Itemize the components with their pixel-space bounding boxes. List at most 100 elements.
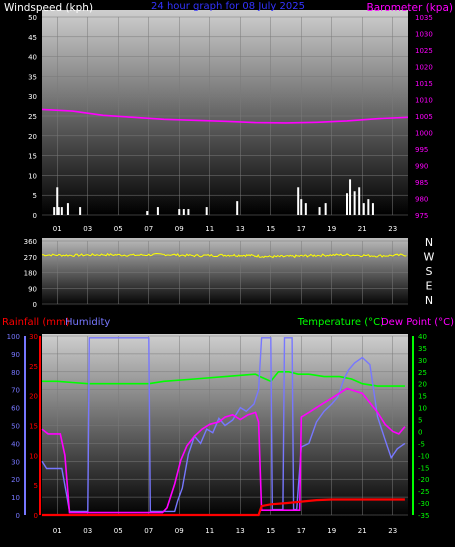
- temperature-tick-label: 5: [418, 417, 422, 425]
- direction-tick-label: 180: [24, 270, 37, 278]
- barometer-tick-label: 1015: [415, 80, 433, 88]
- hour-tick-label: 23: [388, 225, 397, 233]
- humidity-tick-label: 80: [11, 369, 20, 377]
- windspeed-tick-label: 30: [28, 93, 37, 101]
- barometer-tick-label: 1035: [415, 14, 433, 22]
- temperature-tick-label: -10: [418, 452, 429, 460]
- rainfall-tick-label: 0: [34, 512, 38, 520]
- hour-tick-label: 21: [358, 225, 367, 233]
- chart-title: 24 hour graph for 08 July 2025: [151, 1, 305, 12]
- dewpoint-axis-title: Dew Point (°C): [381, 317, 454, 328]
- humidity-tick-label: 20: [11, 476, 20, 484]
- rainfall-tick-label: 25: [29, 363, 38, 371]
- hour-tick-label: 03: [83, 527, 92, 535]
- windspeed-tick-label: 35: [28, 73, 37, 81]
- temperature-tick-label: 0: [418, 428, 422, 436]
- windspeed-axis-title: Windspeed (kph): [4, 2, 93, 14]
- grid: [24, 335, 414, 516]
- rainfall-tick-label: 15: [29, 423, 38, 431]
- humidity-tick-label: 50: [11, 423, 20, 431]
- rainfall-tick-labels: 0 5 10 15 20 25 30: [29, 333, 38, 520]
- direction-tick-label: 270: [24, 254, 37, 262]
- windspeed-bar: [362, 203, 365, 215]
- hour-tick-label: 15: [266, 225, 275, 233]
- rainfall-tick-label: 10: [29, 452, 38, 460]
- barometer-tick-label: 1005: [415, 113, 433, 121]
- rainfall-tick-label: 20: [29, 393, 38, 401]
- windspeed-bar: [300, 199, 303, 215]
- windspeed-bar: [358, 187, 361, 215]
- hour-tick-label: 13: [236, 225, 245, 233]
- windspeed-bar: [57, 207, 60, 215]
- windspeed-tick-label: 20: [28, 133, 37, 141]
- barometer-tick-label: 985: [415, 179, 428, 187]
- direction-tick-label: 0: [33, 301, 37, 309]
- plot-background: [42, 238, 408, 306]
- hour-tick-labels: 01 03 05 07 09 11 13 15 17 19 21 23: [53, 527, 397, 535]
- barometer-tick-label: 980: [415, 196, 428, 204]
- rainfall-tick-label: 5: [34, 482, 38, 490]
- windspeed-bar: [66, 203, 69, 215]
- temperature-tick-label: 20: [418, 381, 427, 389]
- compass-label: W: [424, 251, 435, 264]
- direction-tick-labels: 0 90 180 270 360: [24, 238, 37, 309]
- plot-background: [42, 10, 408, 215]
- hour-tick-label: 13: [236, 527, 245, 535]
- hour-tick-label: 07: [144, 527, 153, 535]
- windspeed-bar: [187, 209, 190, 215]
- windspeed-tick-label: 10: [28, 172, 37, 180]
- windspeed-bar: [346, 193, 348, 215]
- windspeed-bar: [156, 207, 159, 215]
- windspeed-bar: [205, 207, 208, 215]
- hour-tick-label: 19: [327, 225, 336, 233]
- barometer-line: [41, 108, 409, 124]
- hour-tick-label: 09: [175, 225, 184, 233]
- compass-label: S: [426, 265, 433, 278]
- humidity-tick-label: 40: [11, 440, 20, 448]
- rainfall-tick-label: 30: [29, 333, 38, 341]
- windspeed-bar: [367, 199, 370, 215]
- windspeed-bar: [53, 207, 56, 215]
- windspeed-bar: [349, 179, 352, 215]
- humidity-line: [41, 337, 406, 513]
- hour-tick-label: 03: [83, 225, 92, 233]
- humidity-tick-label: 60: [11, 405, 20, 413]
- windspeed-bar: [324, 203, 327, 215]
- hour-tick-label: 19: [327, 527, 336, 535]
- barometer-tick-label: 1000: [415, 130, 433, 138]
- barometer-tick-label: 995: [415, 146, 428, 154]
- compass-label: E: [426, 280, 433, 293]
- hour-tick-label: 07: [144, 225, 153, 233]
- humidity-tick-label: 0: [16, 512, 20, 520]
- compass-label: N: [425, 294, 433, 307]
- hour-tick-label: 11: [205, 225, 214, 233]
- temperature-tick-labels: -35 -30 -25 -20 -15 -10 -5 0 5 10 15 20 25 30 35 40: [418, 333, 429, 520]
- barometer-axis-title: Barometer (kpa): [367, 2, 453, 14]
- windspeed-tick-label: 50: [28, 14, 37, 22]
- humidity-axis-title: Humidity: [65, 317, 110, 328]
- barometer-tick-label: 1030: [415, 31, 433, 39]
- compass-label: N: [425, 236, 433, 249]
- rainfall-line: [42, 498, 405, 517]
- temperature-tick-label: 30: [418, 357, 427, 365]
- temperature-tick-label: 40: [418, 333, 427, 341]
- hour-tick-label: 01: [53, 225, 62, 233]
- temp-humidity-chart: Rainfall (mm) Humidity Temperature (°C) …: [2, 317, 454, 535]
- hour-tick-label: 17: [297, 527, 306, 535]
- temperature-tick-label: 35: [418, 345, 427, 353]
- direction-tick-label: 90: [28, 285, 37, 293]
- windspeed-bar: [304, 203, 307, 215]
- windspeed-bar: [236, 201, 239, 215]
- windspeed-bar: [318, 207, 321, 215]
- temperature-tick-label: -35: [418, 512, 429, 520]
- windspeed-bar: [56, 187, 59, 215]
- windspeed-tick-labels: 0 5 10 15 20 25 30 35 40 45 50: [28, 14, 37, 220]
- dewpoint-line: [41, 387, 406, 514]
- hour-tick-label: 09: [175, 527, 184, 535]
- windspeed-bar: [60, 207, 63, 215]
- windspeed-tick-label: 25: [28, 113, 37, 121]
- grid: [42, 240, 408, 305]
